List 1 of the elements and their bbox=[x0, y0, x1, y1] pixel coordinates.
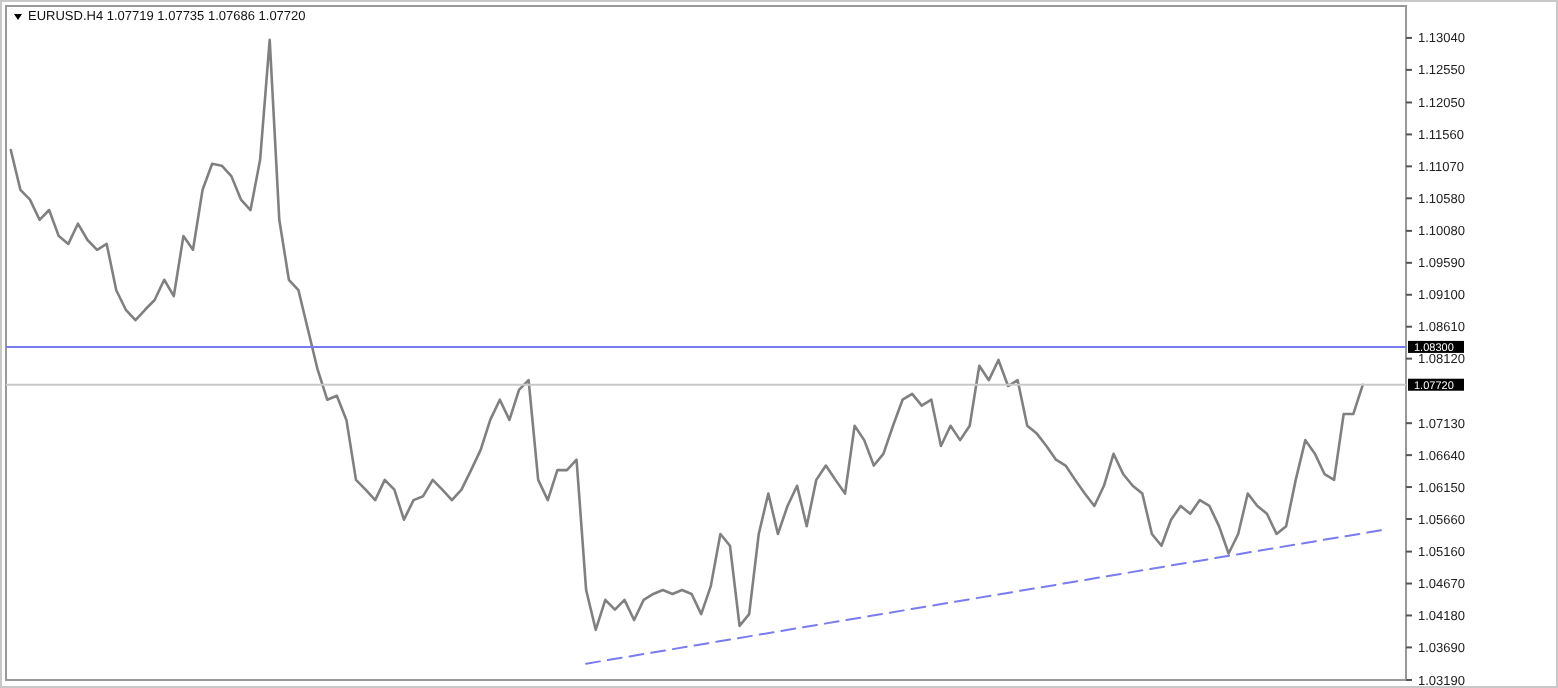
line-series bbox=[9, 38, 1365, 632]
